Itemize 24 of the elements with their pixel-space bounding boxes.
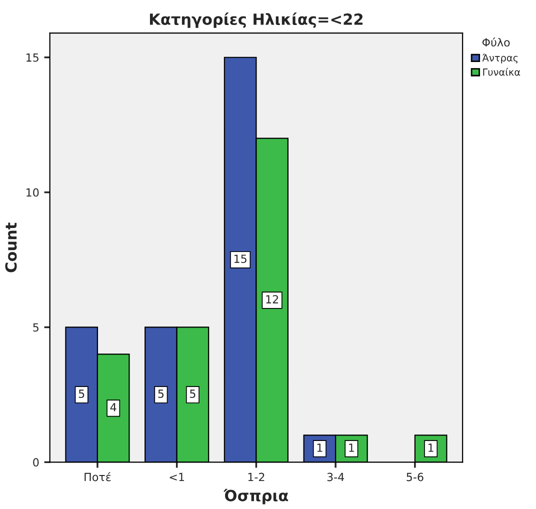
x-tick-label: 1-2 bbox=[248, 472, 264, 482]
legend-label: Γυναίκα bbox=[483, 68, 520, 76]
data-label: 1 bbox=[317, 444, 322, 452]
data-label: 1 bbox=[428, 444, 434, 452]
y-tick-label: 15 bbox=[26, 53, 38, 62]
y-tick-label: 0 bbox=[33, 458, 39, 467]
x-tick-label: 5-6 bbox=[406, 472, 424, 482]
y-axis-title: Count bbox=[5, 222, 17, 272]
legend-label: Άντρας bbox=[482, 54, 518, 64]
data-label: 5 bbox=[158, 390, 164, 398]
x-axis-title: Όσπρια bbox=[223, 488, 288, 504]
x-tick-label: 3-4 bbox=[327, 472, 344, 482]
data-label: 5 bbox=[78, 390, 84, 398]
x-tick-label: <1 bbox=[170, 472, 184, 482]
chart-title: Κατηγορίες Ηλικίας=<22 bbox=[150, 12, 363, 28]
x-tick-label: Ποτέ bbox=[84, 472, 111, 482]
data-label: 4 bbox=[110, 403, 116, 412]
y-tick-label: 10 bbox=[26, 188, 39, 197]
data-label: 5 bbox=[190, 390, 196, 398]
data-label: 12 bbox=[266, 295, 278, 304]
legend-title: Φύλο bbox=[482, 38, 510, 47]
data-label: 1 bbox=[349, 444, 354, 452]
data-label: 15 bbox=[234, 254, 246, 263]
y-tick-label: 5 bbox=[33, 323, 38, 332]
